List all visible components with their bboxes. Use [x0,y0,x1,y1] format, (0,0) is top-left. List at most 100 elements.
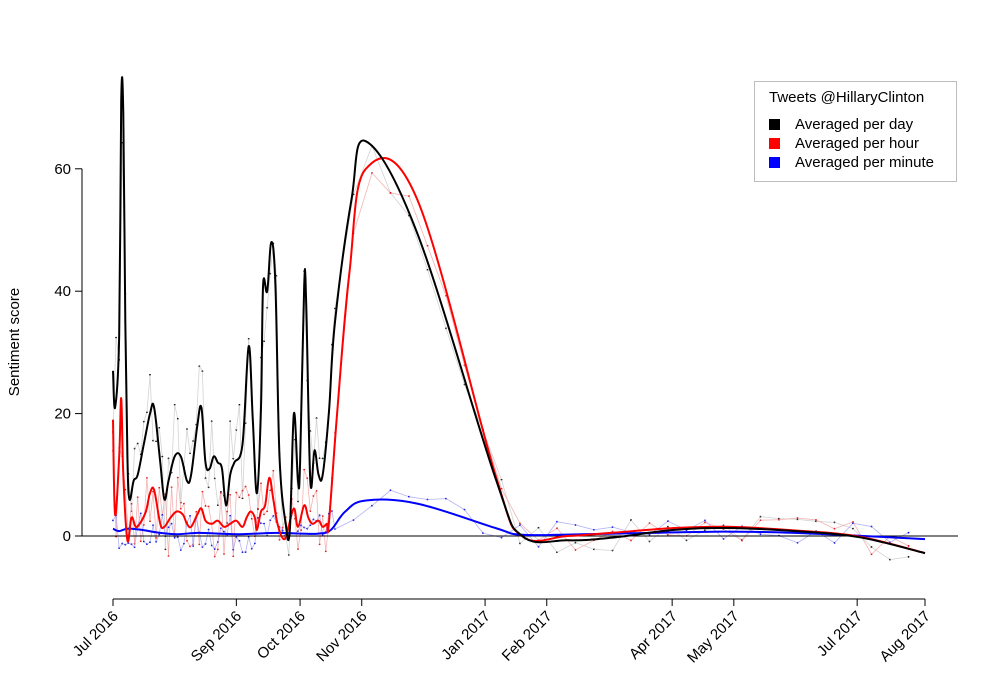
raw-data-segment [871,546,891,560]
raw-data-segment [198,532,203,548]
raw-data-segment [214,478,219,506]
raw-data-segment [390,489,410,498]
raw-data-segment [226,421,231,523]
raw-data-segment [232,537,237,550]
raw-data-segment [251,543,256,549]
x-tick-label: Aug 2017 [876,608,933,665]
raw-data-segment [445,295,465,366]
raw-data-points [112,142,910,561]
raw-data-segment [760,519,780,521]
y-axis-label: Sentiment score [6,288,23,396]
raw-data-segment [245,486,250,496]
raw-data-segment [303,469,308,479]
legend-label: Averaged per day [795,116,914,133]
series-lines [112,76,926,555]
raw-data-segment [575,524,595,531]
raw-data-segment [353,172,373,234]
legend-swatch-black [769,119,780,130]
legend-title: Tweets @HillaryClinton [769,89,925,106]
raw-data-segment [556,528,576,551]
raw-data-segment [174,404,179,419]
raw-data-segment [501,488,521,524]
x-tick-label: May 2017 [684,608,743,667]
raw-data-point [593,548,595,551]
raw-data-segment [195,517,200,533]
raw-data-segment [266,490,271,512]
raw-data-point [796,517,799,519]
raw-data-segment [171,487,176,537]
axes: 0 20 40 60 Jul 2016 Sep 2016 Oct 2016 Nov 2016 J… [54,161,958,667]
x-tick-label: Sep 2016 [188,608,245,665]
raw-data-segment [177,418,182,503]
raw-data-segment [575,542,595,550]
raw-data-segment [834,521,854,530]
raw-data-segment [242,422,246,499]
raw-data-segment [217,528,222,542]
raw-data-segment [186,540,191,547]
raw-data-segment [630,522,650,541]
raw-data-point [759,533,762,536]
raw-data-point [796,518,799,521]
raw-data-segment [140,421,145,455]
raw-data-segment [300,469,305,530]
legend-swatch-blue [769,157,780,168]
raw-data-segment [239,490,243,498]
raw-data-segment [158,427,163,457]
series-line-per-hour [112,157,926,555]
raw-data-segment [214,541,219,550]
raw-data-segment [226,494,231,512]
raw-data-segment [593,526,613,531]
raw-data-segment [149,525,154,543]
raw-data-segment [205,478,209,488]
raw-data-segment [186,515,191,523]
raw-data-segment [390,192,410,216]
raw-data-segment [174,477,179,537]
raw-data-segment [272,470,277,514]
legend: Tweets @HillaryClinton Averaged per day … [754,81,957,182]
raw-data-segment [353,145,373,195]
legend-swatch-red [769,138,780,149]
raw-data-segment [177,477,182,509]
raw-data-segment [779,517,798,521]
raw-data-segment [229,515,234,550]
y-tick-label: 20 [54,406,71,423]
raw-data-segment [208,506,213,524]
raw-data-segment [214,549,219,557]
raw-data-segment [217,491,222,506]
raw-data-segment [248,536,253,549]
y-tick-label: 60 [54,161,71,178]
legend-label: Averaged per hour [795,135,919,152]
y-tick-label: 0 [63,528,71,545]
raw-data-segment [192,424,197,441]
raw-data-segment [195,366,200,425]
series-line-per-day [112,76,926,555]
raw-data-segment [778,535,798,544]
raw-data-segment [180,503,185,509]
raw-data-segment [594,548,613,551]
raw-data-segment [198,366,203,372]
raw-data-segment [202,491,206,507]
raw-data-segment [208,421,213,488]
raw-data-segment [131,503,135,544]
raw-data-segment [248,495,253,520]
raw-data-segment [390,192,410,197]
raw-data-segment [445,498,465,510]
x-tick-label: Jan 2017 [438,608,494,664]
raw-data-segment [834,523,854,544]
x-tick-label: Jul 2016 [70,608,122,660]
y-tick-label: 40 [54,283,71,300]
raw-data-segment [158,487,163,516]
raw-data-segment [232,492,237,557]
raw-data-segment [152,491,157,538]
raw-data-segment [852,522,872,527]
raw-data-segment [319,516,324,545]
raw-data-segment [266,273,271,308]
x-tick-label: Nov 2016 [313,608,370,665]
raw-data-segment [889,556,909,561]
raw-data-segment [118,543,123,549]
raw-data-segment [797,518,817,522]
raw-data-segment [137,513,142,526]
raw-data-segment [316,418,320,459]
raw-data-segment [371,172,391,194]
